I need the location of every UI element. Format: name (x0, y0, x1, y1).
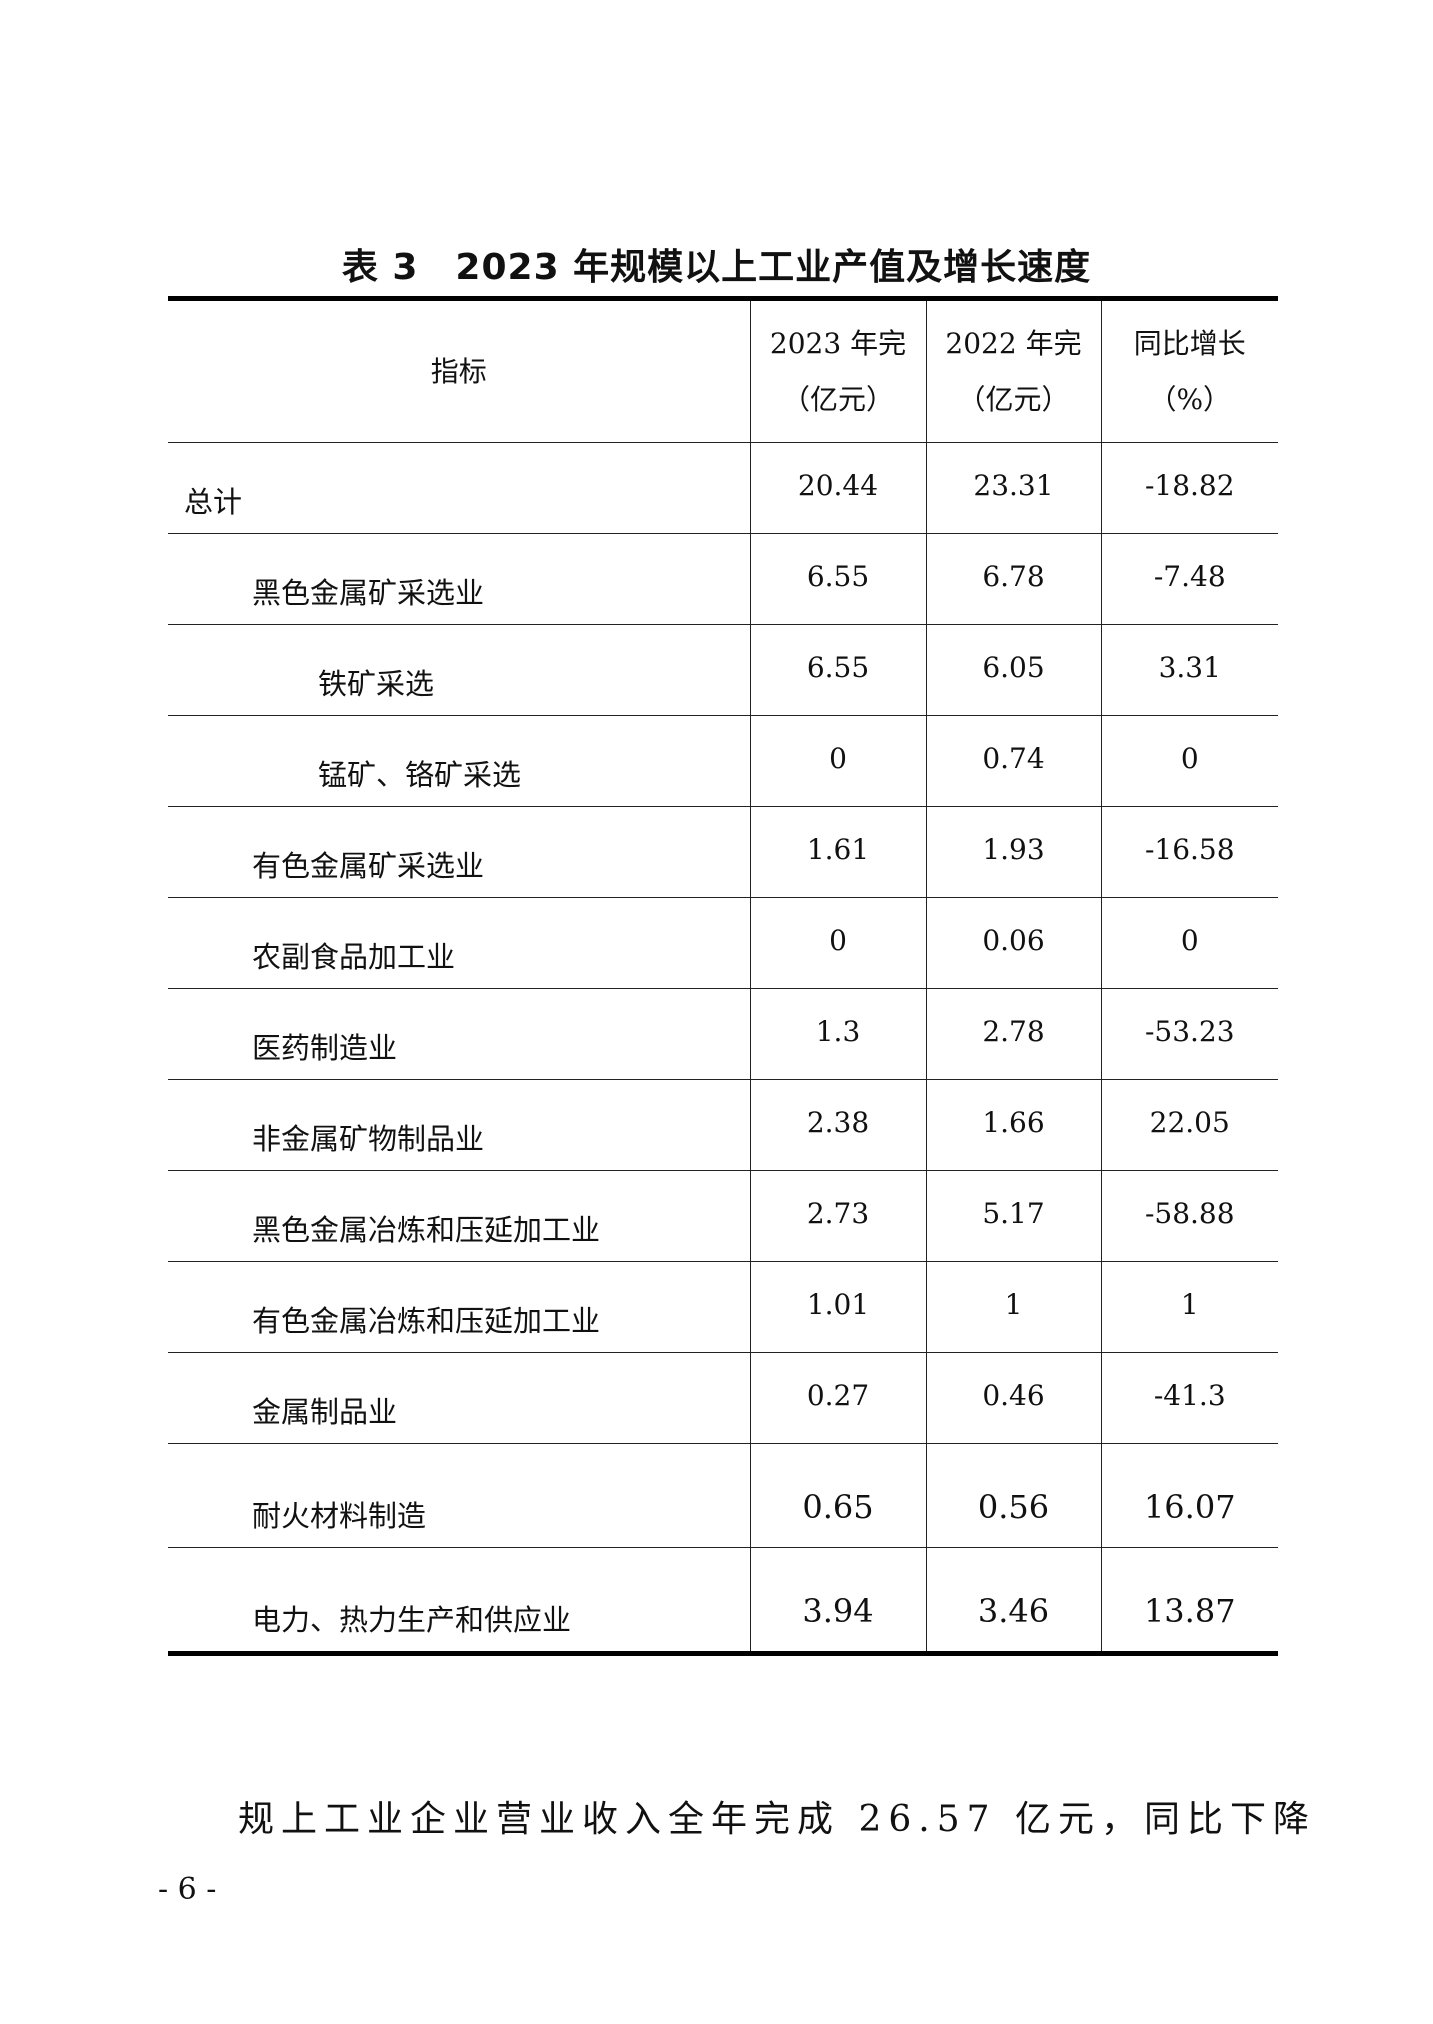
table-row: 医药制造业 1.3 2.78 -53.23 (168, 988, 1278, 1080)
header-2023: 2023 年完 （亿元） (749, 298, 926, 443)
growth-rate: 0 (1100, 715, 1278, 807)
value-2022: 0.46 (925, 1352, 1101, 1444)
growth-rate: 3.31 (1100, 624, 1278, 716)
header-2023-line1: 2023 年完 (769, 326, 907, 360)
row-label: 电力、热力生产和供应业 (252, 1603, 572, 1637)
value-2022: 1.66 (925, 1079, 1101, 1171)
table-row: 非金属矿物制品业 2.38 1.66 22.05 (168, 1079, 1278, 1171)
growth-rate: 0 (1100, 897, 1278, 989)
value-2022: 0.74 (925, 715, 1101, 807)
table-row: 有色金属矿采选业 1.61 1.93 -16.58 (168, 806, 1278, 898)
table-row: 黑色金属冶炼和压延加工业 2.73 5.17 -58.88 (168, 1170, 1278, 1262)
growth-rate: -16.58 (1100, 806, 1278, 898)
value-2023: 2.38 (749, 1079, 926, 1171)
row-label: 金属制品业 (168, 1352, 750, 1444)
table-row: 有色金属冶炼和压延加工业 1.01 1 1 (168, 1261, 1278, 1353)
row-label: 耐火材料制造 (168, 1443, 750, 1548)
value-2023: 0.27 (749, 1352, 926, 1444)
row-label: 总计 (168, 442, 750, 534)
growth-rate: -18.82 (1100, 442, 1278, 534)
table-header-row: 指标 2023 年完 （亿元） 2022 年完 （亿元） 同比增长 （%） (168, 298, 1278, 443)
row-label: 铁矿采选 (168, 624, 750, 716)
growth-rate: 16.07 (1100, 1443, 1278, 1548)
table-row: 铁矿采选 6.55 6.05 3.31 (168, 624, 1278, 716)
value-2023: 0 (749, 715, 926, 807)
header-2022: 2022 年完 （亿元） (925, 298, 1101, 443)
header-indicator-label: 指标 (430, 354, 487, 388)
value-2023: 6.55 (749, 533, 926, 625)
header-2023-line2: （亿元） (781, 382, 894, 416)
header-2022-line1: 2022 年完 (945, 326, 1082, 360)
growth-rate: 1 (1100, 1261, 1278, 1353)
value-2023: 1.01 (749, 1261, 926, 1353)
table-title: 表 3 2023 年规模以上工业产值及增长速度 (341, 247, 1092, 288)
value-2022: 2.78 (925, 988, 1101, 1080)
table-row: 黑色金属矿采选业 6.55 6.78 -7.48 (168, 533, 1278, 625)
header-2022-line2: （亿元） (957, 382, 1070, 416)
row-label: 黑色金属冶炼和压延加工业 (168, 1170, 750, 1262)
value-2022: 1 (925, 1261, 1101, 1353)
value-2022: 23.31 (925, 442, 1101, 534)
value-2023: 0.65 (749, 1443, 926, 1548)
row-label: 黑色金属矿采选业 (168, 533, 750, 625)
growth-rate: -53.23 (1100, 988, 1278, 1080)
row-label: 有色金属冶炼和压延加工业 (168, 1261, 750, 1353)
value-2023: 6.55 (749, 624, 926, 716)
table-row: 金属制品业 0.27 0.46 -41.3 (168, 1352, 1278, 1444)
body-paragraph: 规上工业企业营业收入全年完成 26.57 亿元，同比下降 (238, 1799, 1316, 1840)
value-2022: 0.56 (925, 1443, 1101, 1548)
value-2023: 3.94 (749, 1547, 926, 1654)
value-2023: 20.44 (749, 442, 926, 534)
table-row: 锰矿、铬矿采选 0 0.74 0 (168, 715, 1278, 807)
value-2022: 5.17 (925, 1170, 1101, 1262)
header-growth-line2: （%） (1148, 382, 1232, 416)
value-2022: 0.06 (925, 897, 1101, 989)
table-row: 电力、热力生产和供应业 3.94 3.46 13.87 (168, 1547, 1278, 1654)
value-2023: 1.3 (749, 988, 926, 1080)
page-number: - 6 - (158, 1872, 217, 1907)
table-row: 农副食品加工业 0 0.06 0 (168, 897, 1278, 989)
value-2022: 3.46 (925, 1547, 1101, 1654)
header-indicator: 指标 (168, 298, 750, 443)
growth-rate: -7.48 (1100, 533, 1278, 625)
value-2022: 6.05 (925, 624, 1101, 716)
growth-rate: -58.88 (1100, 1170, 1278, 1262)
growth-rate: 22.05 (1100, 1079, 1278, 1171)
header-growth-line1: 同比增长 (1133, 326, 1246, 360)
table-row: 总计 20.44 23.31 -18.82 (168, 442, 1278, 534)
row-label: 有色金属矿采选业 (168, 806, 750, 898)
row-label: 锰矿、铬矿采选 (168, 715, 750, 807)
row-label: 非金属矿物制品业 (168, 1079, 750, 1171)
row-label: 农副食品加工业 (168, 897, 750, 989)
value-2023: 1.61 (749, 806, 926, 898)
value-2022: 1.93 (925, 806, 1101, 898)
growth-rate: 13.87 (1100, 1547, 1278, 1654)
growth-rate: -41.3 (1100, 1352, 1278, 1444)
table-row: 耐火材料制造 0.65 0.56 16.07 (168, 1443, 1278, 1548)
header-growth: 同比增长 （%） (1100, 298, 1278, 443)
row-label: 医药制造业 (168, 988, 750, 1080)
value-2023: 2.73 (749, 1170, 926, 1262)
industrial-output-table: 指标 2023 年完 （亿元） 2022 年完 （亿元） 同比增长 （%） 总计 20.… (168, 296, 1278, 1656)
value-2022: 6.78 (925, 533, 1101, 625)
value-2023: 0 (749, 897, 926, 989)
